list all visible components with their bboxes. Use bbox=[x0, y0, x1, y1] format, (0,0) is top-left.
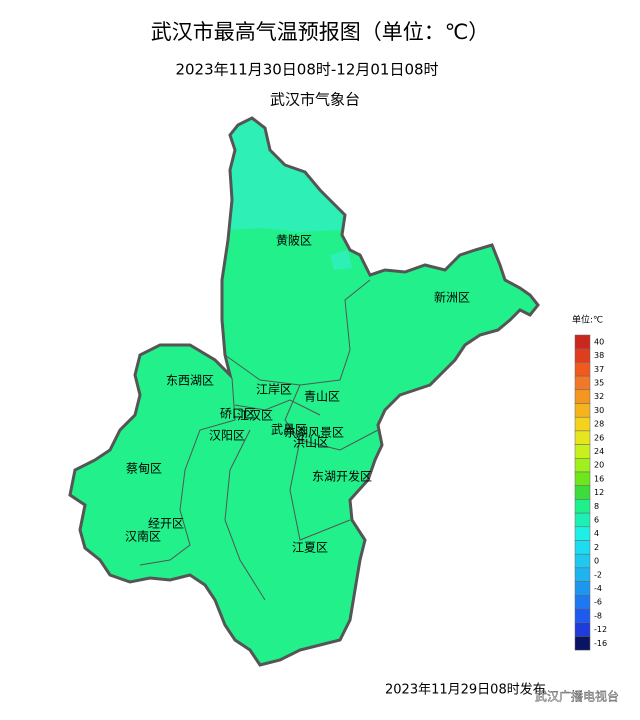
district-label: 洪山区 bbox=[293, 436, 329, 450]
legend-swatch bbox=[574, 540, 591, 555]
legend-label: -8 bbox=[594, 611, 602, 620]
issuer: 武汉市气象台 bbox=[270, 91, 360, 109]
district-label: 东西湖区 bbox=[166, 373, 214, 388]
legend-swatch bbox=[574, 416, 591, 432]
legend-label: 2 bbox=[594, 543, 599, 552]
title: 武汉市最高气温预报图（单位：℃） bbox=[151, 20, 490, 44]
district-label: 黄陂区 bbox=[276, 233, 312, 248]
legend-label: 40 bbox=[594, 337, 604, 346]
issued-time: 2023年11月29日08时发布 bbox=[385, 682, 546, 698]
legend-label: 38 bbox=[594, 351, 604, 360]
legend-label: 6 bbox=[594, 515, 599, 524]
legend-swatch bbox=[574, 595, 591, 610]
district-label: 江夏区 bbox=[292, 541, 328, 555]
legend-label: -12 bbox=[594, 625, 607, 634]
legend-label: 37 bbox=[594, 365, 604, 374]
district-label: 东湖开发区 bbox=[312, 469, 372, 484]
watermark: 武汉广播电视台 bbox=[535, 689, 619, 704]
legend-swatch bbox=[574, 334, 591, 349]
legend-label: -6 bbox=[594, 598, 602, 607]
legend-swatch bbox=[574, 485, 591, 500]
legend-label: 4 bbox=[594, 529, 599, 538]
legend-swatch bbox=[574, 622, 591, 637]
legend-swatch bbox=[574, 430, 591, 445]
legend: 单位:℃40383735323028262420161286420-2-4-6-… bbox=[572, 314, 607, 651]
district-label: 汉阳区 bbox=[209, 429, 245, 443]
district-label: 硚口区 bbox=[220, 407, 256, 421]
legend-label: 26 bbox=[594, 433, 604, 442]
legend-swatch bbox=[574, 567, 591, 582]
district-label: 新洲区 bbox=[434, 290, 470, 305]
district-label: 东湖风景区 bbox=[284, 425, 344, 440]
legend-swatch bbox=[574, 581, 591, 596]
legend-label: 12 bbox=[594, 488, 604, 497]
legend-label: 24 bbox=[594, 447, 604, 456]
legend-title: 单位:℃ bbox=[572, 314, 603, 326]
district-label: 江汉区 bbox=[237, 409, 273, 423]
map bbox=[68, 116, 540, 667]
legend-swatch bbox=[574, 553, 591, 569]
district-label: 蔡甸区 bbox=[126, 462, 162, 476]
subtitle: 2023年11月30日08时-12月01日08时 bbox=[175, 61, 438, 79]
legend-swatch bbox=[574, 526, 591, 541]
legend-swatch bbox=[574, 403, 591, 418]
legend-label: 0 bbox=[594, 557, 599, 566]
legend-swatch bbox=[574, 636, 591, 651]
legend-swatch bbox=[574, 362, 591, 377]
district-label: 武昌区 bbox=[271, 423, 307, 437]
legend-label: -4 bbox=[594, 584, 602, 593]
legend-swatch bbox=[574, 499, 591, 514]
legend-label: 8 bbox=[594, 502, 599, 511]
legend-swatch bbox=[574, 375, 591, 391]
legend-swatch bbox=[574, 608, 591, 623]
district-label: 江岸区 bbox=[256, 383, 292, 397]
legend-swatch bbox=[574, 389, 591, 404]
legend-swatch bbox=[574, 458, 591, 473]
legend-label: -2 bbox=[594, 570, 602, 579]
legend-swatch bbox=[574, 512, 591, 528]
legend-label: 28 bbox=[594, 420, 604, 429]
legend-swatch bbox=[574, 471, 591, 486]
district-label: 汉南区 bbox=[125, 529, 161, 544]
legend-label: 32 bbox=[594, 392, 604, 401]
legend-swatch bbox=[574, 348, 591, 363]
legend-label: 20 bbox=[594, 461, 604, 470]
legend-label: 30 bbox=[594, 406, 604, 415]
legend-label: -16 bbox=[594, 639, 607, 648]
district-label: 青山区 bbox=[304, 390, 340, 404]
legend-label: 35 bbox=[594, 378, 604, 387]
legend-swatch bbox=[574, 444, 591, 459]
district-label: 经开区 bbox=[148, 517, 184, 531]
legend-label: 16 bbox=[594, 474, 604, 483]
